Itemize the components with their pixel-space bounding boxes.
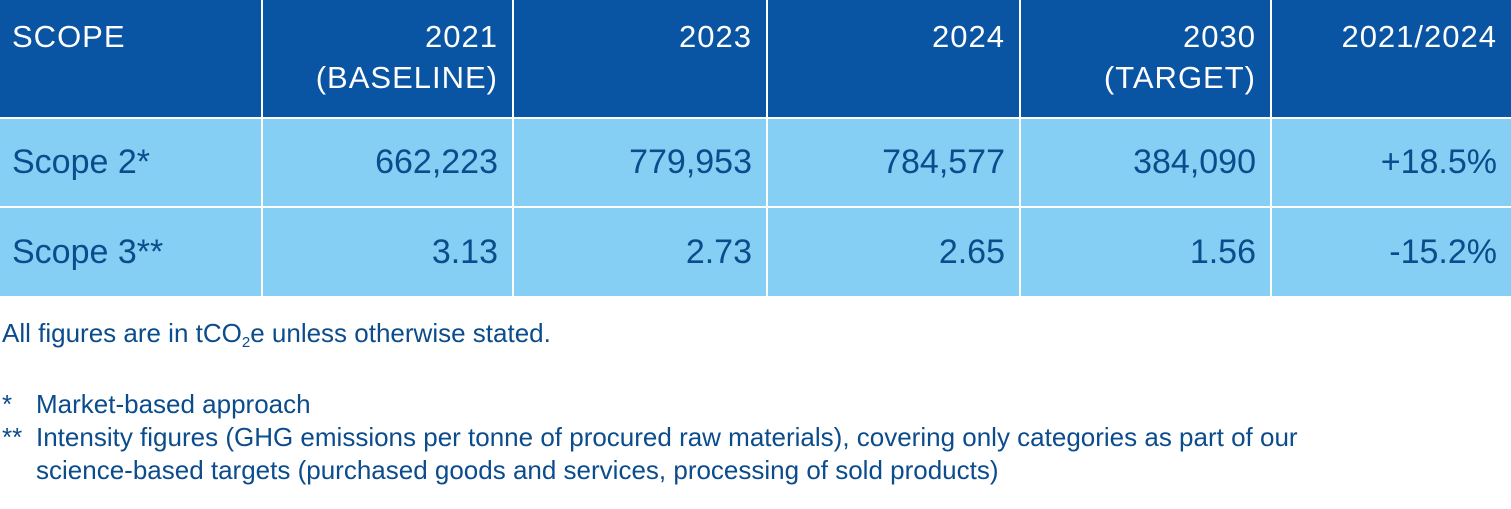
unit-note-text-end: e unless otherwise stated.	[250, 318, 551, 348]
header-label: 2030	[1183, 19, 1256, 54]
footnote-mark: *	[2, 389, 13, 419]
cell-2021: 3.13	[262, 206, 514, 296]
header-label: 2024	[932, 19, 1005, 54]
cell-2024: 2.65	[767, 206, 1021, 296]
cell-2024: 784,577	[767, 117, 1021, 207]
cell-scope: Scope 2*	[0, 117, 263, 207]
footnote-intensity: ** Intensity figures (GHG emissions per …	[2, 421, 1326, 487]
header-sublabel: (BASELINE)	[315, 60, 498, 95]
footnote-market-based: * Market-based approach	[2, 388, 1326, 421]
header-scope: SCOPE	[0, 0, 263, 118]
header-2021-baseline: 2021 (BASELINE)	[262, 0, 514, 118]
header-sublabel: (TARGET)	[1103, 60, 1256, 95]
footnote-mark: **	[2, 422, 23, 452]
table-row: Scope 2* 662,223 779,953 784,577 384,090…	[0, 117, 1511, 207]
unit-note: All figures are in tCO2e unless otherwis…	[2, 318, 551, 351]
header-label: 2023	[679, 19, 752, 54]
header-2030-target: 2030 (TARGET)	[1020, 0, 1272, 118]
header-2024: 2024	[767, 0, 1021, 118]
cell-2023: 2.73	[513, 206, 768, 296]
header-label: SCOPE	[12, 19, 126, 54]
unit-note-text: All figures are in tCO	[2, 318, 242, 348]
header-change-2021-2024: 2021/2024	[1271, 0, 1511, 118]
header-2023: 2023	[513, 0, 768, 118]
table-header-row: SCOPE 2021 (BASELINE) 2023 2024 2030 (TA…	[0, 0, 1511, 118]
cell-2023: 779,953	[513, 117, 768, 207]
cell-2030: 1.56	[1020, 206, 1272, 296]
unit-note-subscript: 2	[241, 334, 251, 351]
cell-change: -15.2%	[1271, 206, 1511, 296]
cell-2021: 662,223	[262, 117, 514, 207]
cell-scope: Scope 3**	[0, 206, 263, 296]
header-label: 2021/2024	[1341, 19, 1497, 54]
cell-2030: 384,090	[1020, 117, 1272, 207]
emissions-table: SCOPE 2021 (BASELINE) 2023 2024 2030 (TA…	[0, 0, 1511, 296]
table-row: Scope 3** 3.13 2.73 2.65 1.56 -15.2%	[0, 206, 1511, 296]
footnotes: * Market-based approach ** Intensity fig…	[2, 388, 1326, 487]
footnote-text: Intensity figures (GHG emissions per ton…	[36, 422, 1298, 485]
footnote-text: Market-based approach	[36, 389, 311, 419]
cell-change: +18.5%	[1271, 117, 1511, 207]
header-label: 2021	[425, 19, 498, 54]
